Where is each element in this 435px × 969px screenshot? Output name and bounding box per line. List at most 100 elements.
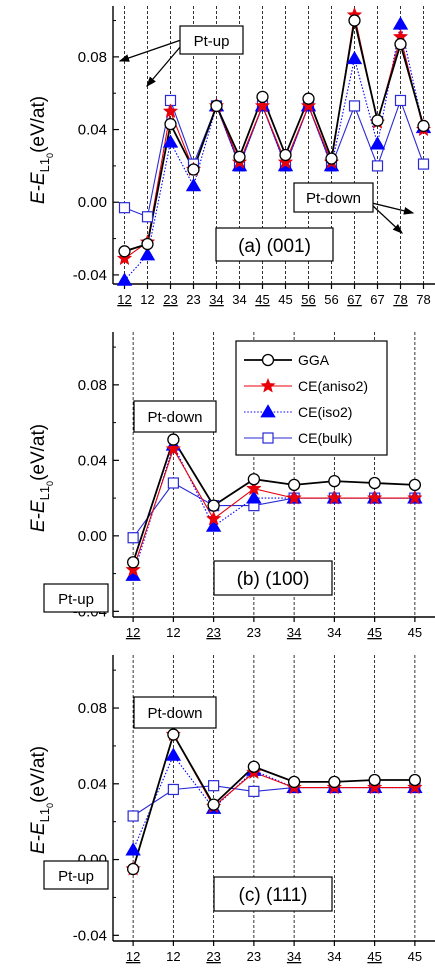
x-tick-label: 12 bbox=[126, 949, 140, 964]
data-point-ceiso2 bbox=[369, 136, 386, 150]
x-tick-label: 23 bbox=[186, 292, 200, 307]
data-point-gga bbox=[126, 556, 140, 569]
legend-marker bbox=[262, 432, 274, 444]
data-point-gga bbox=[417, 119, 430, 133]
data-point-ceaniso2 bbox=[205, 510, 222, 526]
data-point-gga bbox=[328, 474, 341, 488]
data-point-gga bbox=[118, 245, 131, 258]
x-tick-label: 12 bbox=[166, 625, 180, 640]
panel-a-annotations: Pt-up Pt-down (a) (001) bbox=[118, 25, 415, 262]
data-point-gga bbox=[256, 90, 269, 103]
y-tick-label: 0.08 bbox=[78, 49, 107, 66]
data-point-gga bbox=[247, 760, 261, 773]
pt-down-label-b: Pt-down bbox=[147, 409, 202, 426]
data-point-ceaniso2 bbox=[277, 154, 294, 169]
data-point-ceaniso2 bbox=[125, 561, 141, 577]
data-point-ceaniso2 bbox=[326, 489, 343, 505]
x-tick-label: 34 bbox=[327, 949, 341, 964]
x-tick-label: 34 bbox=[327, 625, 341, 640]
data-point-gga bbox=[408, 478, 422, 492]
data-point-gga bbox=[167, 433, 180, 446]
x-tick-label: 12 bbox=[140, 292, 154, 307]
data-point-ceaniso2 bbox=[366, 489, 383, 505]
x-tick-label: 34 bbox=[232, 292, 246, 307]
y-tick-label: 0.04 bbox=[78, 776, 107, 793]
data-point-cebulk bbox=[248, 785, 260, 797]
legend-label: CE(aniso2) bbox=[298, 378, 368, 394]
y-tick-label: 0.04 bbox=[78, 122, 107, 139]
data-point-ceaniso2 bbox=[165, 440, 182, 456]
data-point-gga bbox=[207, 499, 220, 512]
data-point-gga bbox=[371, 114, 384, 127]
pt-down-box-b bbox=[133, 400, 217, 433]
pt-up-label-a: Pt-up bbox=[194, 33, 230, 50]
data-point-ceiso2 bbox=[165, 747, 182, 761]
series-line-ceaniso2 bbox=[132, 447, 415, 570]
data-point-cebulk bbox=[394, 94, 407, 107]
legend-label: CE(bulk) bbox=[298, 430, 352, 446]
data-point-cebulk bbox=[208, 780, 220, 792]
legend-label: GGA bbox=[298, 352, 330, 368]
data-point-cebulk bbox=[167, 783, 179, 796]
data-point-gga bbox=[287, 775, 301, 789]
data-point-gga bbox=[394, 38, 407, 51]
y-tick-label: 0.04 bbox=[78, 452, 107, 469]
pt-down-label-c: Pt-down bbox=[147, 705, 202, 722]
x-tick-label: 23 bbox=[163, 292, 177, 307]
y-axis-label: E-EL10(eV/at) bbox=[28, 96, 55, 204]
x-tick-label: 78 bbox=[393, 292, 407, 307]
data-point-gga bbox=[167, 728, 180, 741]
panel-c-annotations: Pt-down Pt-up (c) (111) bbox=[43, 696, 333, 912]
pt-down-label-a: Pt-down bbox=[306, 190, 361, 207]
series-line-cebulk bbox=[132, 482, 415, 539]
x-tick-label: 45 bbox=[255, 292, 269, 307]
data-point-ceaniso2 bbox=[116, 250, 133, 266]
legend-items: GGA CE(aniso2) CE(iso2) CE(bulk) bbox=[244, 352, 368, 446]
x-tick-label: 56 bbox=[301, 292, 315, 307]
x-tick-label: 56 bbox=[324, 292, 338, 307]
data-point-ceiso2 bbox=[246, 490, 262, 504]
data-point-gga bbox=[328, 775, 341, 789]
data-point-ceiso2 bbox=[139, 247, 156, 261]
data-point-gga bbox=[302, 92, 315, 105]
data-point-cebulk bbox=[127, 810, 139, 822]
data-point-ceaniso2 bbox=[246, 480, 262, 496]
y-axis-label: E-EL10(eV/at) bbox=[28, 746, 55, 854]
data-point-cebulk bbox=[348, 100, 361, 112]
pt-down-box-c bbox=[133, 696, 217, 729]
series-line-gga bbox=[132, 732, 415, 870]
data-point-ceiso2 bbox=[205, 518, 222, 532]
panel-b-annotations: Pt-down Pt-up (b) (100) GGA CE(aniso2) CE(… bbox=[43, 340, 388, 613]
data-point-cebulk bbox=[141, 211, 154, 223]
x-tick-label: 12 bbox=[117, 292, 131, 307]
data-point-ceiso2 bbox=[162, 134, 179, 148]
data-point-ceaniso2 bbox=[162, 103, 179, 119]
x-tick-label: 12 bbox=[166, 949, 180, 964]
data-point-cebulk bbox=[127, 532, 139, 544]
x-tick-label: 34 bbox=[287, 949, 301, 964]
legend-marker bbox=[260, 377, 276, 393]
x-tick-label: 45 bbox=[367, 949, 381, 964]
data-point-ceiso2 bbox=[116, 272, 133, 286]
series-line-ceiso2 bbox=[132, 754, 415, 851]
legend-marker bbox=[260, 404, 276, 418]
data-point-cebulk bbox=[118, 202, 131, 214]
data-point-ceaniso2 bbox=[366, 779, 383, 795]
x-tick-label: 23 bbox=[247, 625, 261, 640]
series-line-ceiso2 bbox=[124, 24, 425, 281]
data-point-gga bbox=[164, 117, 177, 131]
series-line-ceiso2 bbox=[132, 443, 415, 576]
data-point-gga bbox=[233, 150, 246, 163]
legend-marker bbox=[261, 353, 275, 367]
y-axis-label: E-EL10(eV/at) bbox=[28, 424, 55, 532]
x-tick-label: 45 bbox=[367, 625, 381, 640]
data-point-ceaniso2 bbox=[300, 97, 317, 113]
x-tick-label: 23 bbox=[206, 949, 220, 964]
panel-a-title: (a) (001) bbox=[238, 236, 311, 257]
data-point-gga bbox=[368, 476, 381, 490]
x-tick-label: 45 bbox=[278, 292, 292, 307]
data-point-gga bbox=[408, 773, 422, 787]
data-point-ceiso2 bbox=[185, 178, 202, 192]
